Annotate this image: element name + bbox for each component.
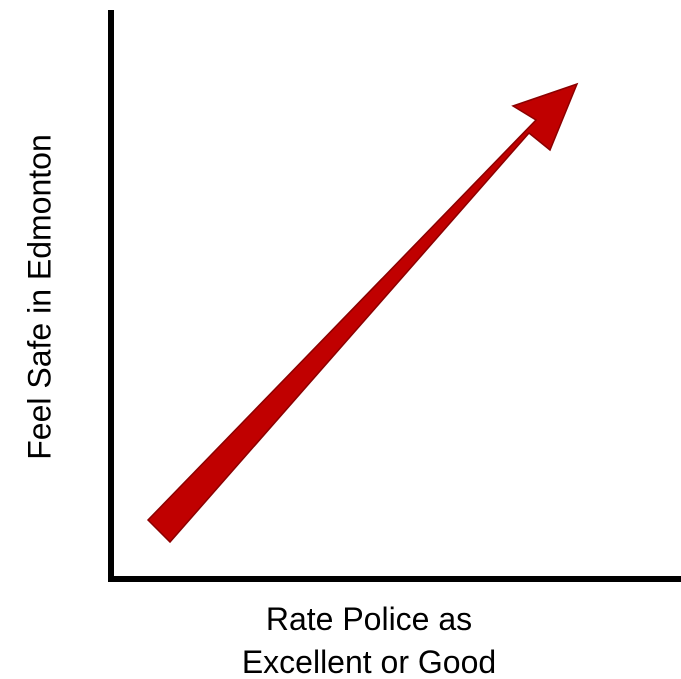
trend-arrow-icon [146, 82, 579, 544]
x-axis-label-line2: Excellent or Good [242, 644, 496, 679]
x-axis-label-line1: Rate Police as [266, 601, 472, 637]
y-axis-label: Feel Safe in Edmonton [21, 134, 57, 460]
